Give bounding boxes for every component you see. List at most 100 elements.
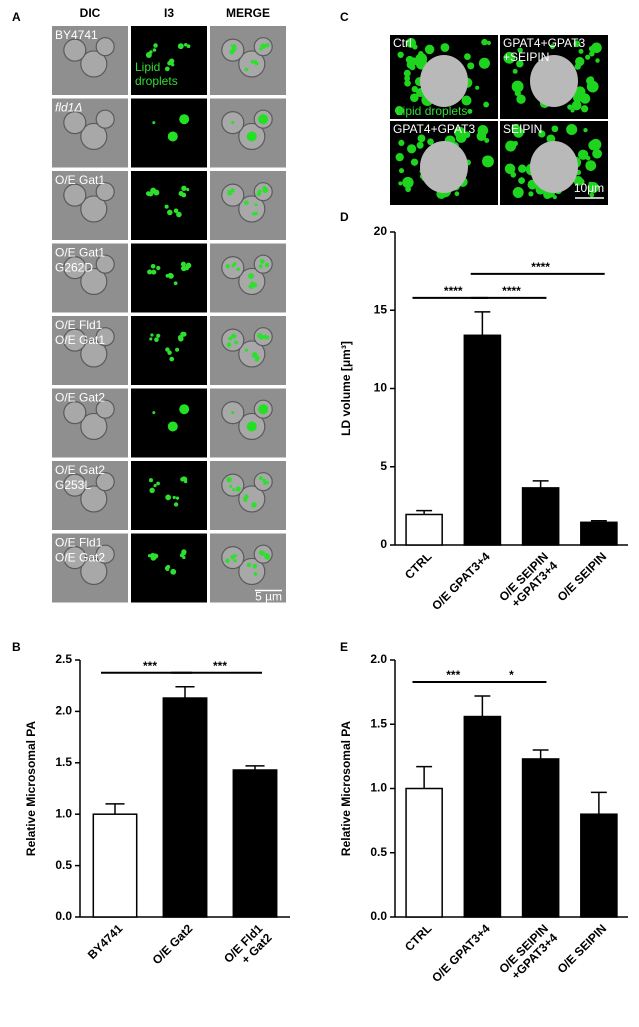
lipid-droplet (179, 114, 190, 125)
row-label: O/E Gat2 (55, 551, 105, 565)
lipid-droplet (182, 551, 187, 556)
x-tick-label-group: O/E SEIPIN (555, 921, 610, 976)
lipid-droplet (156, 481, 160, 486)
lipid-droplet (511, 80, 524, 93)
lipid-droplet (567, 104, 573, 110)
panel-label: E (340, 640, 348, 654)
cell (80, 340, 108, 368)
lipid-droplet (592, 148, 602, 159)
lipid-droplet (149, 337, 153, 341)
lipid-droplet (405, 186, 412, 193)
lipid-droplet (417, 134, 426, 143)
significance-label: **** (531, 260, 550, 274)
lipid-droplet (246, 131, 257, 142)
lipid-droplet (173, 281, 178, 286)
row-label: O/E Gat1 (55, 173, 105, 187)
lipid-droplet (549, 44, 555, 50)
lipid-droplet (254, 203, 258, 207)
lipid-droplet (183, 42, 188, 47)
lipid-droplet (516, 94, 526, 104)
lipid-droplet (478, 57, 490, 69)
lipid-droplet (231, 411, 235, 415)
lipid-droplet (186, 188, 190, 192)
lipid-droplet (454, 126, 466, 138)
cell (80, 195, 108, 223)
lipid-droplet (402, 176, 414, 189)
lipid-droplet (589, 50, 595, 57)
lipid-droplet (153, 553, 159, 559)
x-tick-label-group: BY4741 (85, 921, 126, 962)
lipid-droplet (258, 476, 263, 481)
cell (80, 122, 108, 151)
lipid-droplet (476, 131, 487, 142)
lipid-droplet (398, 181, 403, 186)
lipid-droplet (227, 189, 231, 193)
lipid-droplet (175, 347, 180, 352)
cell (80, 267, 108, 296)
cell (63, 546, 87, 570)
lipid-droplet (259, 258, 265, 264)
lipid-droplet (178, 191, 184, 197)
lipid-droplet (253, 563, 258, 568)
bar (580, 521, 618, 546)
lipid-droplet (258, 114, 269, 125)
lipid-droplet (403, 69, 411, 77)
lipid-droplet (395, 153, 404, 162)
y-tick-label: 1.0 (55, 806, 72, 820)
lipid-droplet (168, 58, 175, 64)
row-label: BY4741 (55, 28, 98, 42)
lipid-droplet (263, 334, 268, 340)
lipid-droplet (150, 333, 154, 337)
bar (463, 715, 502, 918)
bar (580, 813, 618, 918)
lipid-droplet (181, 185, 187, 192)
lipid-droplet (164, 66, 170, 72)
cell (221, 256, 245, 280)
lipid-droplet (409, 64, 416, 71)
lipid-droplet (412, 44, 418, 50)
lipid-droplet (440, 43, 450, 52)
lipid-droplet (152, 411, 156, 415)
scale-bar-label: 5 µm (255, 590, 282, 604)
image-label: Ctrl (393, 36, 412, 50)
lipid-droplet (260, 44, 265, 49)
bar (405, 513, 443, 546)
lipid-droplet (570, 108, 575, 113)
lipid-droplet (573, 40, 581, 48)
x-tick-label-group: O/E Gat2 (150, 921, 196, 967)
column-header: MERGE (226, 6, 270, 20)
lipid-droplet (411, 85, 418, 93)
y-tick-label: 10 (374, 381, 388, 395)
lipid-droplet (251, 502, 257, 508)
lipid-droplet (259, 47, 263, 51)
row-label: O/E Gat2 (55, 463, 105, 477)
cell (63, 401, 87, 425)
bar (405, 787, 443, 918)
x-tick-label-group: O/E SEIPIN+GPAT3+4 (496, 549, 560, 610)
lipid-droplet (175, 496, 180, 500)
lipid-droplet (153, 43, 158, 48)
cell (63, 111, 87, 135)
row-label: O/E Gat2 (55, 391, 105, 405)
y-axis-label: Relative Microsomal PA (24, 721, 38, 856)
lipid-droplet (150, 263, 156, 269)
y-tick-label: 0 (380, 537, 387, 551)
annotation: Lipid (135, 60, 160, 74)
cell (238, 267, 266, 296)
significance-label: **** (502, 284, 521, 298)
cell (95, 472, 115, 492)
lipid-droplet (512, 140, 519, 147)
x-tick-label: O/E SEIPIN (555, 921, 610, 976)
annotation: droplets (135, 74, 178, 88)
lipid-droplet (148, 478, 154, 483)
lipid-droplet (482, 155, 494, 168)
cell (63, 328, 87, 352)
lipid-droplet (265, 42, 270, 48)
lipid-droplet (258, 264, 263, 269)
y-tick-label: 15 (374, 302, 388, 316)
lipid-droplet (404, 79, 411, 87)
lipid-droplet (151, 269, 157, 275)
lipid-droplet (145, 52, 152, 58)
bar (463, 334, 502, 546)
